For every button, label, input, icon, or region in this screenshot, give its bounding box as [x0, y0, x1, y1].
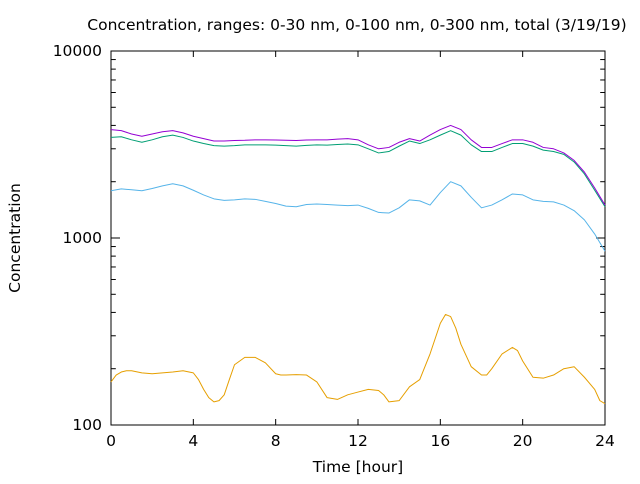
y-tick-label: 1000 [63, 229, 102, 247]
x-tick-label: 20 [513, 432, 533, 450]
x-tick-label: 4 [188, 432, 198, 450]
y-tick-label: 100 [72, 416, 102, 434]
chart-title: Concentration, ranges: 0-30 nm, 0-100 nm… [87, 16, 626, 34]
plot-frame [110, 50, 606, 426]
y-axis-label: Concentration [6, 183, 24, 293]
series-line-4 [110, 124, 606, 206]
series-layer [110, 124, 606, 405]
y-tick-label: 10000 [53, 42, 102, 60]
x-tick-label: 16 [430, 432, 450, 450]
x-axis-label: Time [hour] [312, 458, 403, 476]
y-axis-ticks: 100 1000 10000 [53, 42, 605, 434]
x-tick-label: 8 [271, 432, 281, 450]
x-tick-label: 0 [106, 432, 116, 450]
series-line-2 [110, 181, 606, 252]
x-tick-label: 24 [595, 432, 615, 450]
x-tick-label: 12 [348, 432, 368, 450]
series-line-1 [110, 313, 606, 405]
x-axis-ticks: 0 4 8 12 16 20 24 [106, 51, 615, 450]
series-line-3 [110, 130, 606, 207]
